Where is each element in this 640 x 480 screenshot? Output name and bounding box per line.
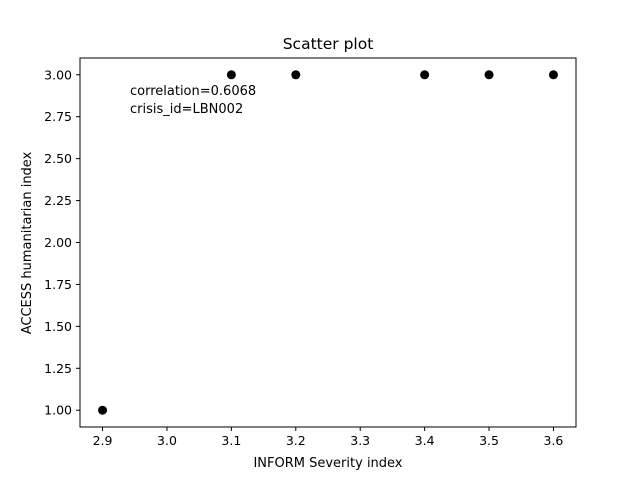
data-point — [226, 70, 236, 80]
y-tick-label: 1.50 — [44, 319, 72, 334]
y-tick-label: 2.25 — [44, 193, 72, 208]
x-tick-label: 3.1 — [221, 433, 241, 448]
chart-title: Scatter plot — [283, 35, 374, 53]
y-tick-label: 2.75 — [44, 109, 72, 124]
data-point — [420, 70, 430, 80]
annotation-correlation: correlation=0.6068 — [130, 84, 256, 99]
y-tick-label: 1.25 — [44, 361, 72, 376]
y-tick-label: 1.75 — [44, 277, 72, 292]
data-point — [291, 70, 301, 80]
data-point — [484, 70, 494, 80]
x-axis: 2.9 3.0 3.1 3.2 3.3 3.4 3.5 3.6 — [93, 427, 564, 448]
x-tick-label: 3.4 — [415, 433, 435, 448]
x-tick-label: 3.6 — [544, 433, 564, 448]
y-tick-label: 1.00 — [44, 403, 72, 418]
y-tick-label: 2.00 — [44, 235, 72, 250]
x-axis-label: INFORM Severity index — [253, 456, 402, 471]
x-tick-label: 3.0 — [157, 433, 177, 448]
y-axis: 1.00 1.25 1.50 1.75 2.00 2.25 2.50 2.75 3.00 — [44, 67, 80, 418]
annotation-crisis-id: crisis_id=LBN002 — [130, 102, 243, 117]
data-point — [98, 405, 108, 415]
x-tick-label: 3.3 — [350, 433, 370, 448]
y-axis-label: ACCESS humanitarian index — [20, 151, 35, 334]
x-tick-label: 2.9 — [93, 433, 113, 448]
x-tick-label: 3.2 — [286, 433, 306, 448]
y-tick-label: 3.00 — [44, 67, 72, 82]
y-tick-label: 2.50 — [44, 151, 72, 166]
data-point — [548, 70, 558, 80]
x-tick-label: 3.5 — [479, 433, 499, 448]
data-points — [98, 70, 558, 415]
